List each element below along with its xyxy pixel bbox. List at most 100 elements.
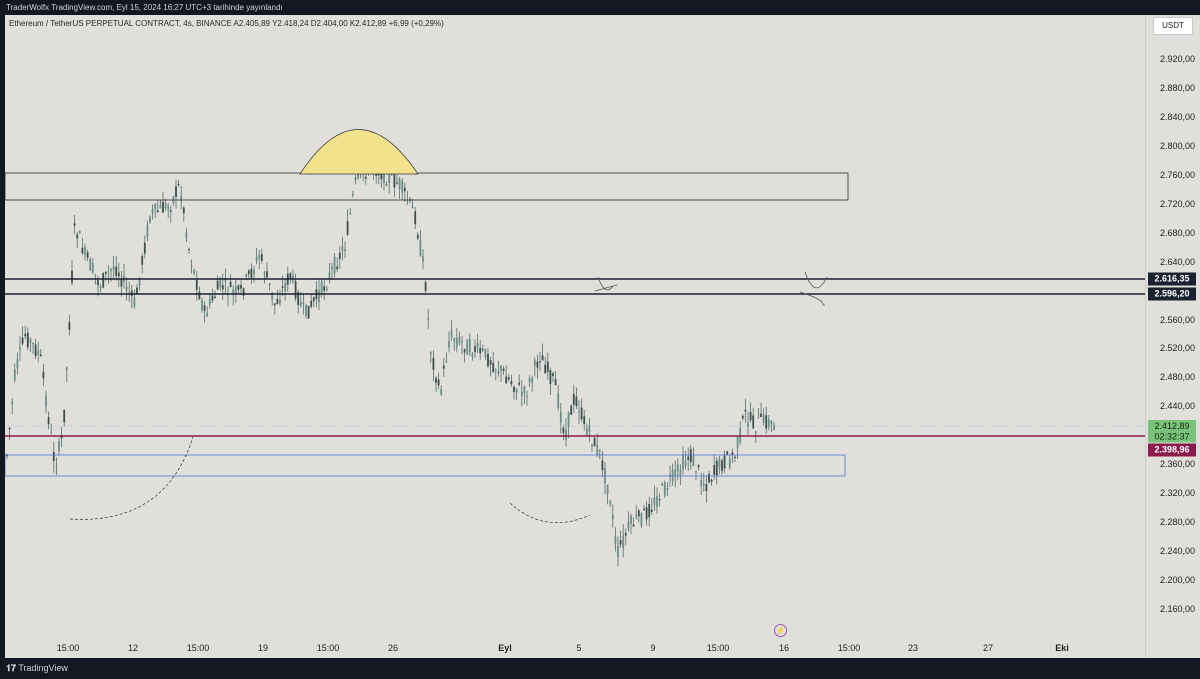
candle-body <box>190 265 193 268</box>
candle-body <box>13 369 16 380</box>
time-tick: 19 <box>257 643 269 653</box>
candle-body <box>484 348 487 358</box>
candle-body <box>81 247 84 254</box>
candle-body <box>760 413 762 418</box>
candle-body <box>598 449 601 451</box>
candle-body <box>593 437 596 446</box>
publish-line: TraderWolfx TradingView.com, Eyl 15, 202… <box>6 3 283 12</box>
candle-body <box>565 429 567 440</box>
candle-body <box>24 333 27 337</box>
resistance-zone-box[interactable] <box>5 172 849 201</box>
candle-body <box>671 469 674 482</box>
candle-body <box>336 266 339 270</box>
candle-body <box>585 427 588 436</box>
candle-body <box>162 201 164 213</box>
price-tick: 2.800,00 <box>1159 140 1195 151</box>
candle-body <box>466 340 469 355</box>
time-tick: 15:00 <box>186 643 210 653</box>
candle-body <box>398 178 401 189</box>
price-axis[interactable]: USDT 2.616,35 2.596,20 2.412,89 02:32:37… <box>1145 15 1200 658</box>
candle-body <box>198 291 201 300</box>
price-tick: 2.840,00 <box>1159 111 1195 122</box>
candle-body <box>42 371 45 379</box>
candle-body <box>320 281 323 294</box>
candle-body <box>133 297 136 307</box>
candle-body <box>770 420 773 425</box>
candle-body <box>128 292 131 294</box>
candle-body <box>606 484 609 495</box>
price-tick: 2.520,00 <box>1159 343 1195 354</box>
candle-body <box>401 180 404 193</box>
rounded-top-highlight[interactable] <box>299 129 419 175</box>
candle-body <box>325 288 328 290</box>
candle-body <box>403 187 406 192</box>
candle-body <box>331 266 333 269</box>
candle-body <box>468 338 471 353</box>
candle-body <box>684 461 687 467</box>
candle-body <box>427 318 430 320</box>
candle-body <box>333 256 336 274</box>
candle-body <box>120 278 123 287</box>
candlestick-series <box>6 149 775 567</box>
dashed-curve-right <box>509 502 591 524</box>
candle-body <box>250 268 253 278</box>
currency-selector[interactable]: USDT <box>1153 17 1193 35</box>
candle-body <box>658 499 661 501</box>
candle-body <box>721 460 723 472</box>
candle-body <box>247 270 250 275</box>
candle-body <box>476 343 479 348</box>
lightning-icon[interactable]: ⚡ <box>774 624 787 637</box>
candle-body <box>146 224 149 237</box>
candle-body <box>648 504 651 518</box>
candle-body <box>562 427 565 434</box>
chart-frame[interactable]: Ethereum / TetherUS PERPETUAL CONTRACT, … <box>5 15 1200 658</box>
candle-body <box>422 256 424 262</box>
candle-body <box>502 368 505 371</box>
tradingview-logo-icon[interactable]: 𝟏𝟕 <box>6 663 17 673</box>
candle-body <box>705 484 708 491</box>
candle-body <box>489 360 492 365</box>
candle-body <box>479 347 482 354</box>
candle-body <box>6 454 8 457</box>
candle-body <box>507 377 510 380</box>
candle-body <box>26 332 29 348</box>
candle-body <box>328 272 331 280</box>
candle-body <box>617 545 619 557</box>
candle-body <box>97 280 99 286</box>
candle-body <box>177 183 180 186</box>
time-axis[interactable]: 15:00 12 15:00 19 15:00 26 Eyl 5 9 15:00 16 15:00 23… <box>5 637 1145 658</box>
candle-body <box>492 362 495 372</box>
candle-body <box>411 206 414 209</box>
candle-body <box>627 522 630 529</box>
red-level-badge: 2.398,96 <box>1148 443 1196 457</box>
price-tick: 2.560,00 <box>1159 314 1195 325</box>
candle-body <box>175 186 177 198</box>
candle-body <box>515 388 518 393</box>
candle-body <box>240 285 242 289</box>
candle-body <box>349 212 352 214</box>
candle-body <box>546 361 549 372</box>
candle-body <box>245 275 248 277</box>
candle-body <box>107 271 110 273</box>
price-plot[interactable] <box>5 15 1145 658</box>
candle-body <box>281 286 284 288</box>
candle-body <box>206 312 209 317</box>
candle-body <box>453 338 456 342</box>
candle-body <box>650 509 653 512</box>
demand-zone-box[interactable] <box>5 454 846 477</box>
candle-body <box>557 392 560 408</box>
candle-body <box>84 246 86 255</box>
candle-body <box>141 256 144 265</box>
candle-body <box>554 379 557 386</box>
candle-body <box>588 425 591 433</box>
candle-body <box>115 266 118 276</box>
candle-body <box>526 395 528 397</box>
symbol-info: Ethereum / TetherUS PERPETUAL CONTRACT, … <box>9 19 444 28</box>
time-tick: 23 <box>907 643 919 653</box>
candle-body <box>567 412 570 427</box>
candle-body <box>58 441 60 451</box>
candle-body <box>271 292 274 300</box>
candle-body <box>169 210 172 212</box>
candle-body <box>630 515 632 525</box>
candle-body <box>76 234 79 239</box>
